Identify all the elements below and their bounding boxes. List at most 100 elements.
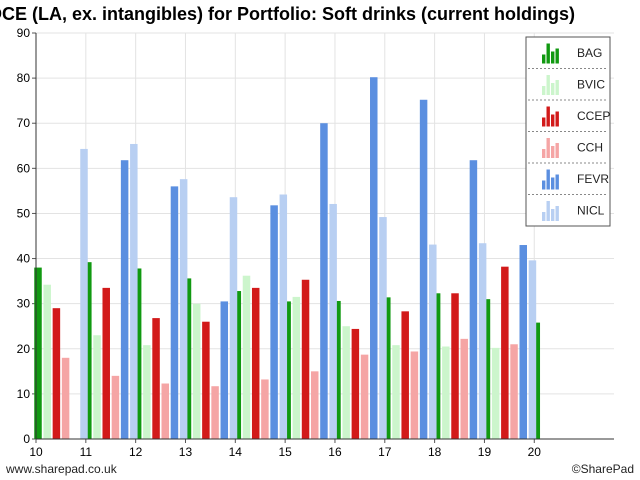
series-bag — [34, 262, 541, 439]
bar-nicl — [429, 244, 437, 439]
legend-swatch-bar — [546, 138, 550, 158]
bar-bvic — [93, 335, 101, 439]
x-tick-label: 17 — [378, 445, 392, 459]
bar-ccep — [102, 287, 110, 439]
bar-bvic — [43, 284, 51, 439]
bar-bvic — [392, 345, 400, 439]
legend-swatch-bar — [555, 143, 559, 158]
bar-bag — [482, 299, 491, 439]
series-nicl — [80, 143, 537, 440]
bar-cch — [310, 371, 319, 439]
series-cch — [61, 338, 518, 439]
legend-swatch-bar — [551, 146, 555, 158]
x-tick-label: 18 — [428, 445, 442, 459]
y-tick-label: 30 — [17, 297, 31, 311]
legend-swatch-bar — [542, 180, 546, 190]
bar-ccep — [251, 287, 260, 439]
bar-cch — [460, 338, 468, 439]
bar-ccep — [301, 279, 310, 439]
x-tick-label: 12 — [129, 445, 143, 459]
legend: BAG BVIC CCEP CCH FEVR NICL — [525, 36, 611, 227]
bar-cch — [61, 357, 70, 439]
bar-cch — [211, 386, 219, 439]
legend-swatch-bar — [546, 43, 550, 64]
x-tick-label: 11 — [80, 445, 93, 459]
bar-bag — [333, 300, 341, 439]
legend-swatch-bar — [546, 201, 550, 221]
bar-ccep — [52, 308, 61, 439]
legend-swatch-bar — [542, 54, 546, 64]
bar-fevr — [320, 123, 328, 439]
bar-nicl — [179, 179, 188, 439]
legend-label-nicl: NICL — [577, 203, 605, 217]
bar-nicl — [478, 243, 487, 439]
bar-cch — [161, 383, 170, 439]
bar-fevr — [120, 160, 129, 440]
legend-swatch-bar — [551, 51, 555, 64]
legend-swatch-bar — [555, 206, 559, 221]
y-tick-label: 20 — [17, 342, 31, 356]
chart-title: ROCE (LA, ex. intangibles) for Portfolio… — [0, 4, 575, 24]
bar-nicl — [229, 197, 238, 439]
bar-fevr — [419, 99, 428, 440]
x-tick-label: 10 — [29, 445, 43, 459]
legend-swatch-bar — [542, 86, 546, 95]
legend-label-fevr: FEVR — [577, 172, 609, 186]
x-tick-label: 15 — [278, 445, 292, 459]
x-tick-label: 13 — [179, 445, 193, 459]
bar-fevr — [370, 77, 378, 439]
bar-fevr — [270, 205, 278, 439]
legend-swatch-nicl — [542, 201, 559, 221]
y-tick-label: 80 — [17, 71, 31, 85]
legend-label-bvic: BVIC — [577, 77, 605, 91]
legend-swatch-bar — [551, 114, 555, 127]
footer-copyright: ©SharePad — [571, 462, 634, 476]
bar-cch — [261, 379, 269, 439]
bar-ccep — [401, 311, 409, 439]
legend-swatch-bar — [555, 111, 559, 127]
legend-swatch-bar — [555, 174, 559, 190]
legend-swatch-cch — [542, 138, 559, 158]
bar-bvic — [491, 347, 500, 439]
legend-swatch-bar — [546, 106, 550, 127]
bar-cch — [510, 344, 518, 439]
bar-bag — [432, 293, 441, 439]
y-tick-label: 0 — [23, 432, 30, 446]
legend-swatch-bar — [546, 75, 550, 95]
bar-ccep — [501, 266, 509, 439]
y-tick-label: 60 — [17, 161, 31, 175]
bar-nicl — [130, 143, 138, 439]
bar-ccep — [451, 293, 459, 439]
footer-source: www.sharepad.co.uk — [6, 462, 117, 476]
bar-bvic — [192, 303, 201, 439]
legend-swatch-bag — [542, 43, 559, 64]
bar-bag — [34, 267, 42, 439]
bar-nicl — [528, 260, 537, 439]
y-tick-label: 90 — [17, 26, 31, 40]
y-tick-label: 40 — [17, 252, 31, 266]
bar-nicl — [80, 148, 88, 440]
bar-bag — [183, 278, 192, 439]
legend-swatch-fevr — [542, 169, 559, 190]
legend-swatch-bvic — [542, 75, 559, 95]
bar-bag — [233, 291, 242, 439]
y-tick-label: 10 — [17, 387, 31, 401]
bar-bvic — [292, 296, 301, 439]
bar-nicl — [279, 194, 288, 439]
legend-swatch-bar — [551, 209, 555, 221]
legend-label-ccep: CCEP — [577, 109, 610, 123]
bar-ccep — [152, 318, 160, 439]
bar-fevr — [170, 186, 179, 439]
y-tick-label: 70 — [17, 116, 31, 130]
bar-bvic — [143, 345, 151, 439]
legend-swatch-bar — [555, 48, 559, 64]
series-fevr — [120, 77, 527, 440]
bar-bvic — [342, 326, 350, 439]
series-ccep — [52, 266, 509, 439]
legend-label-cch: CCH — [577, 140, 603, 154]
bar-bag — [133, 268, 142, 439]
y-tick-label: 50 — [17, 206, 31, 220]
legend-swatch-bar — [542, 117, 546, 127]
legend-swatch-bar — [542, 149, 546, 158]
